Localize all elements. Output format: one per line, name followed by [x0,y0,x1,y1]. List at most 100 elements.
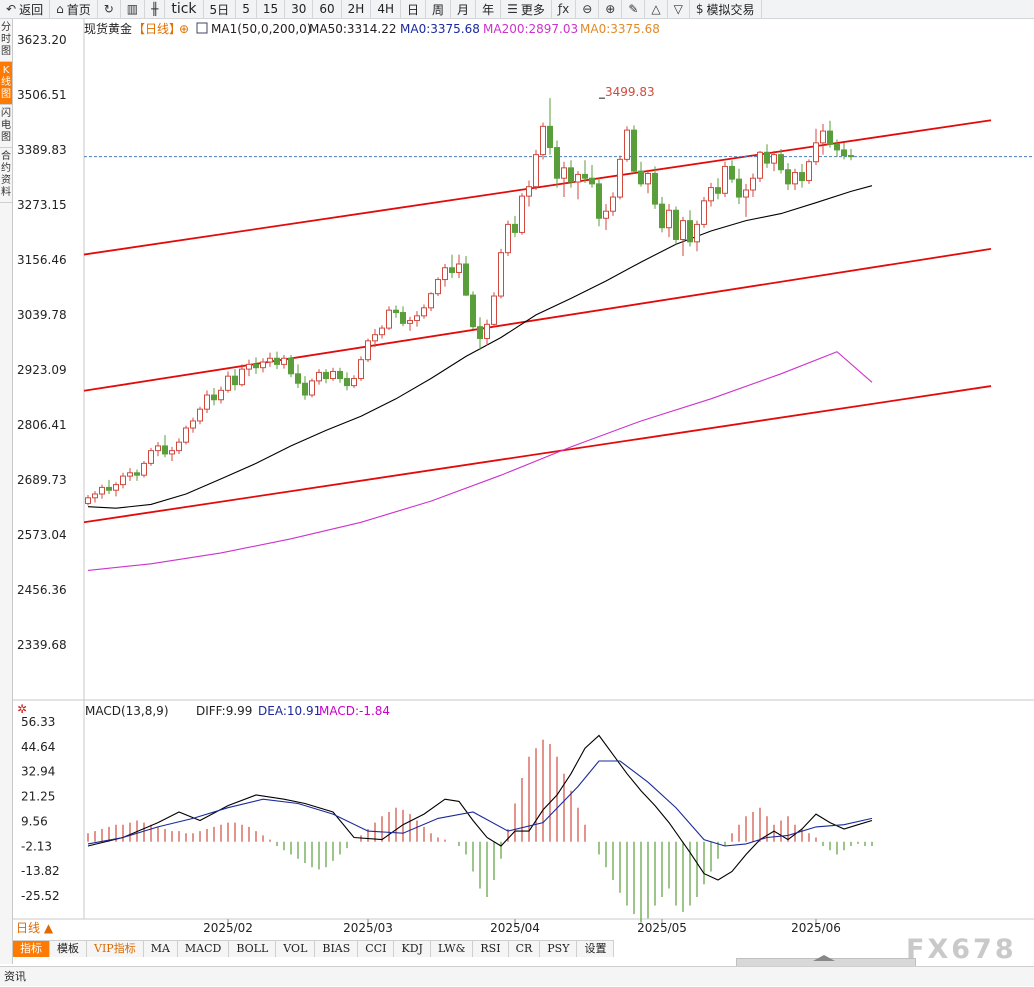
toolbar-item-2H[interactable]: 2H [342,0,372,18]
toolbar-item-返回[interactable]: ↶ 返回 [0,0,51,18]
toolbar-item-模拟交易[interactable]: $ 模拟交易 [690,0,762,18]
toolbar-item-draw-pen[interactable]: ✎ [622,0,646,18]
candle-body[interactable] [316,371,322,382]
toolbar-item-4H[interactable]: 4H [371,0,402,18]
toolbar-item-60[interactable]: 60 [313,0,342,18]
candle-body[interactable] [246,363,252,370]
candle-body[interactable] [267,357,273,363]
toolbar-item-zoom-in[interactable]: ⊕ [599,0,623,18]
candle-body[interactable] [645,172,651,185]
candle-body[interactable] [778,154,784,171]
period-selector-button[interactable]: 日线 ▲ [16,921,54,935]
channel-line-0[interactable] [83,119,992,256]
toolbar-item-bar-chart[interactable]: ▥ [121,0,146,18]
indicator-tab-模板[interactable]: 模板 [50,941,87,957]
candle-body[interactable] [183,427,189,443]
toolbar-item-30[interactable]: 30 [285,0,314,18]
toolbar-item-function[interactable]: ƒx [552,0,577,18]
candle-body[interactable] [603,210,609,219]
toolbar-item-日[interactable]: 日 [401,0,427,18]
side-tab-0[interactable]: 分 时 图 [0,19,12,62]
candle-body[interactable] [491,295,497,325]
candle-body[interactable] [631,129,637,172]
candle-body[interactable] [85,497,91,504]
candle-body[interactable] [715,187,721,194]
side-tab-1[interactable]: K 线 图 [0,62,12,105]
candle-body[interactable] [519,195,525,233]
candle-body[interactable] [694,223,700,243]
candle-body[interactable] [134,472,140,476]
candle-body[interactable] [337,370,343,380]
candle-body[interactable] [253,363,259,369]
toolbar-item-zoom-out[interactable]: ⊖ [576,0,600,18]
candle-body[interactable] [533,154,539,188]
candle-body[interactable] [351,378,357,387]
candle-body[interactable] [113,484,119,491]
candle-body[interactable] [561,167,567,179]
candle-body[interactable] [554,147,560,179]
candle-body[interactable] [722,165,728,194]
toolbar-item-tick[interactable]: tick [165,0,204,18]
candle-body[interactable] [498,252,504,297]
candle-body[interactable] [106,486,112,491]
candle-body[interactable] [162,445,168,455]
candle-body[interactable] [414,315,420,322]
candle-body[interactable] [463,263,469,296]
indicator-tab-BOLL[interactable]: BOLL [229,941,277,957]
chart-svg[interactable]: 3499.83 3623.20 3506.51 3389.83 3273.15 3156… [13,19,1034,939]
candle-body[interactable] [568,167,574,183]
candle-body[interactable] [743,189,749,198]
candle-body[interactable] [624,129,630,160]
candle-body[interactable] [421,307,427,317]
candle-body[interactable] [330,370,336,380]
chart-area[interactable]: 3499.83 3623.20 3506.51 3389.83 3273.15 3156… [13,19,1034,939]
candle-body[interactable] [470,294,476,328]
candle-body[interactable] [505,223,511,254]
candle-body[interactable] [841,149,847,157]
candle-body[interactable] [323,371,329,380]
candle-body[interactable] [512,223,518,233]
candle-body[interactable] [442,267,448,281]
candle-body[interactable] [792,172,798,185]
candle-body[interactable] [659,203,665,229]
candle-body[interactable] [610,196,616,212]
candle-body[interactable] [757,151,763,179]
toolbar-item-15[interactable]: 15 [257,0,286,18]
candle-body[interactable] [526,186,532,197]
candle-body[interactable] [295,373,301,384]
candle-body[interactable] [92,493,98,499]
candle-body[interactable] [736,178,742,198]
indicator-tab-指标[interactable]: 指标 [13,941,50,957]
candle-body[interactable] [379,327,385,336]
candle-body[interactable] [477,326,483,339]
candle-body[interactable] [190,420,196,429]
candle-body[interactable] [806,161,812,182]
candle-body[interactable] [666,209,672,229]
candle-body[interactable] [799,172,805,182]
news-tab[interactable]: 资讯 [4,970,26,983]
candle-body[interactable] [204,394,210,410]
indicator-tab-MACD[interactable]: MACD [178,941,230,957]
candle-body[interactable] [197,408,203,422]
candle-body[interactable] [141,462,147,476]
side-tab-3[interactable]: 合 约 资 料 [0,148,12,203]
candle-body[interactable] [365,340,371,361]
candle-body[interactable] [386,309,392,329]
toolbar-item-周[interactable]: 周 [426,0,452,18]
candle-body[interactable] [372,334,378,342]
candle-body[interactable] [582,173,588,179]
candle-body[interactable] [407,320,413,324]
candle-body[interactable] [211,394,217,401]
candle-body[interactable] [729,165,735,180]
indicator-tab-BIAS[interactable]: BIAS [315,941,359,957]
candle-body[interactable] [148,450,154,464]
candle-body[interactable] [400,312,406,324]
candle-body[interactable] [848,155,854,158]
candle-body[interactable] [344,378,350,387]
candle-body[interactable] [820,130,826,144]
toolbar-item-年[interactable]: 年 [476,0,502,18]
candle-body[interactable] [540,125,546,156]
channel-line-2[interactable] [83,385,992,524]
indicator-tab-VOL[interactable]: VOL [276,941,316,957]
toolbar-item-首页[interactable]: ⌂ 首页 [50,0,98,18]
